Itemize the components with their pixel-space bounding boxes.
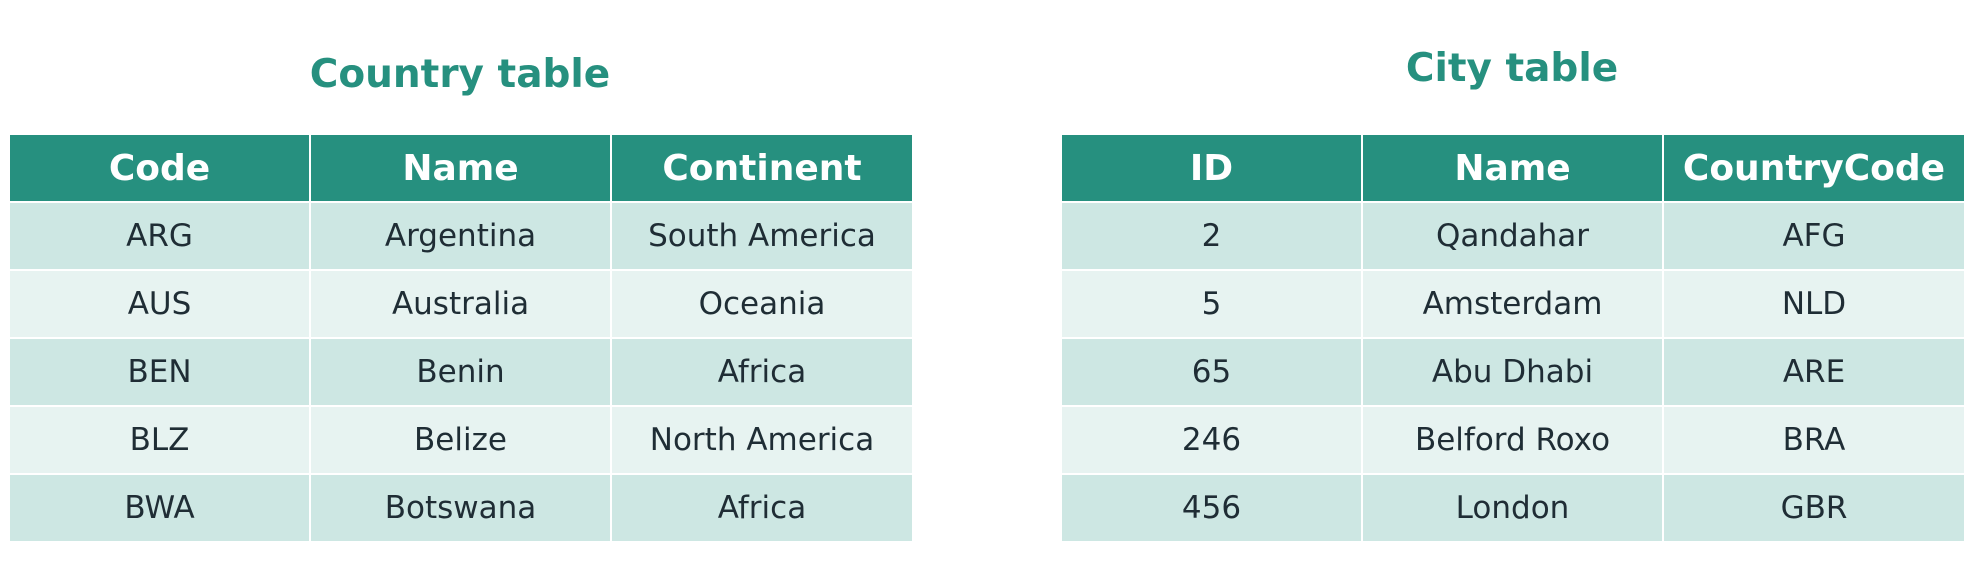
table-row: BEN Benin Africa	[8, 337, 914, 407]
cell-name: Argentina	[309, 201, 612, 271]
cell-name: Benin	[309, 337, 612, 407]
cell-code: BLZ	[8, 405, 311, 475]
cell-name: Amsterdam	[1361, 269, 1664, 339]
cell-id: 65	[1060, 337, 1363, 407]
cell-id: 456	[1060, 473, 1363, 543]
city-table-title: City table	[1405, 46, 1619, 91]
cell-code: BEN	[8, 337, 311, 407]
cell-id: 246	[1060, 405, 1363, 475]
cell-continent: Oceania	[610, 269, 914, 339]
column-header-name: Name	[309, 133, 612, 203]
cell-continent: Africa	[610, 337, 914, 407]
table-row: 65 Abu Dhabi ARE	[1060, 337, 1966, 407]
cell-name: London	[1361, 473, 1664, 543]
country-table-title: Country table	[309, 52, 611, 97]
cell-id: 2	[1060, 201, 1363, 271]
city-table: ID Name CountryCode 2 Qandahar AFG 5 Ams…	[1060, 133, 1966, 543]
cell-continent: Africa	[610, 473, 914, 543]
table-row: BLZ Belize North America	[8, 405, 914, 475]
cell-countrycode: ARE	[1662, 337, 1966, 407]
column-header-continent: Continent	[610, 133, 914, 203]
table-row: ARG Argentina South America	[8, 201, 914, 271]
cell-name: Qandahar	[1361, 201, 1664, 271]
cell-countrycode: AFG	[1662, 201, 1966, 271]
cell-countrycode: NLD	[1662, 269, 1966, 339]
table-row: 5 Amsterdam NLD	[1060, 269, 1966, 339]
cell-id: 5	[1060, 269, 1363, 339]
cell-name: Australia	[309, 269, 612, 339]
cell-name: Belize	[309, 405, 612, 475]
cell-name: Abu Dhabi	[1361, 337, 1664, 407]
cell-code: ARG	[8, 201, 311, 271]
table-row: 456 London GBR	[1060, 473, 1966, 543]
cell-code: BWA	[8, 473, 311, 543]
column-header-countrycode: CountryCode	[1662, 133, 1966, 203]
table-row: BWA Botswana Africa	[8, 473, 914, 543]
cell-continent: South America	[610, 201, 914, 271]
cell-name: Belford Roxo	[1361, 405, 1664, 475]
cell-continent: North America	[610, 405, 914, 475]
country-table-header-row: Code Name Continent	[8, 133, 914, 203]
column-header-id: ID	[1060, 133, 1363, 203]
table-row: 2 Qandahar AFG	[1060, 201, 1966, 271]
cell-name: Botswana	[309, 473, 612, 543]
table-row: 246 Belford Roxo BRA	[1060, 405, 1966, 475]
column-header-name: Name	[1361, 133, 1664, 203]
country-table: Code Name Continent ARG Argentina South …	[8, 133, 914, 543]
cell-countrycode: GBR	[1662, 473, 1966, 543]
city-table-header-row: ID Name CountryCode	[1060, 133, 1966, 203]
cell-code: AUS	[8, 269, 311, 339]
cell-countrycode: BRA	[1662, 405, 1966, 475]
column-header-code: Code	[8, 133, 311, 203]
table-row: AUS Australia Oceania	[8, 269, 914, 339]
